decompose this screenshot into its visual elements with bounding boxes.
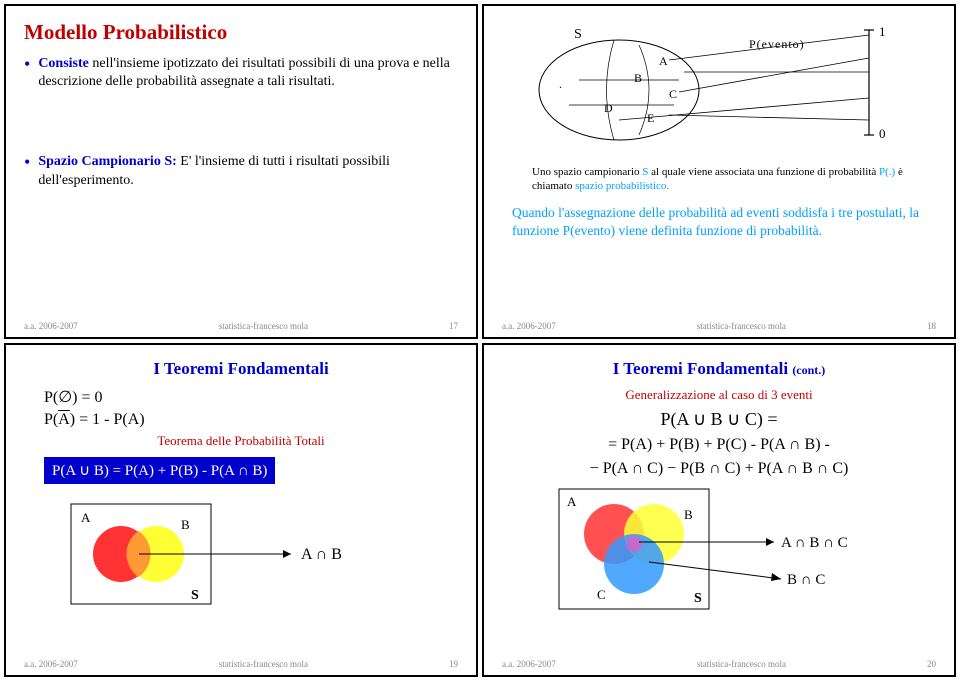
footer-year: a.a. 2006-2007 [24, 659, 78, 669]
bullet-2: • Spazio Campionario S: E' l'insieme di … [24, 153, 458, 189]
venn-diagram-2: A B S A ∩ B [24, 494, 458, 614]
label-S: S [191, 588, 199, 603]
slide-title: I Teoremi Fondamentali [24, 359, 458, 379]
label-B: B [684, 507, 693, 522]
venn-diagram-3: A B C S A ∩ B ∩ C B ∩ C [502, 484, 936, 614]
probability-definition: Quando l'assegnazione delle probabilità … [502, 204, 936, 240]
footer-author: statistica-francesco mola [219, 659, 308, 669]
bullet-dot: • [24, 153, 30, 189]
bullet-dot: • [24, 55, 30, 91]
formula-line3: − P(A ∩ C) − P(B ∩ C) + P(A ∩ B ∩ C) [502, 460, 936, 478]
label-B: B [634, 71, 642, 85]
generalization-subtitle: Generalizzazione al caso di 3 eventi [502, 387, 936, 403]
label-E: E [647, 111, 654, 125]
label-D: D [604, 101, 613, 115]
slide-title: Modello Probabilistico [24, 20, 458, 45]
slide-footer: a.a. 2006-2007 statistica-francesco mola… [24, 321, 458, 331]
footer-year: a.a. 2006-2007 [24, 321, 78, 331]
label-B: B [181, 517, 190, 532]
footer-author: statistica-francesco mola [219, 321, 308, 331]
slide-20: I Teoremi Fondamentali (cont.) Generaliz… [482, 343, 956, 678]
label-zero: 0 [879, 126, 886, 141]
total-probability-subtitle: Teorema delle Probabilità Totali [24, 433, 458, 449]
union-formula-box: P(A ∪ B) = P(A) + P(B) - P(A ∩ B) [44, 457, 275, 484]
slide-footer: a.a. 2006-2007 statistica-francesco mola… [502, 321, 936, 331]
footer-year: a.a. 2006-2007 [502, 321, 556, 331]
slide-18: S A B C D E . 1 0 P(evento) Uno spazio c… [482, 4, 956, 339]
bullet-1: • Consiste nell'insieme ipotizzato dei r… [24, 55, 458, 91]
label-C: C [669, 87, 677, 101]
label-C: C [597, 587, 606, 602]
label-AB: A ∩ B [301, 546, 342, 563]
label-S: S [694, 591, 702, 606]
label-S: S [574, 27, 582, 42]
label-A: A [81, 510, 91, 525]
slide-title: I Teoremi Fondamentali (cont.) [502, 359, 936, 379]
footer-author: statistica-francesco mola [697, 321, 786, 331]
label-BC: B ∩ C [787, 572, 825, 588]
probability-space-diagram: S A B C D E . 1 0 P(evento) [502, 20, 936, 160]
formula-line2: = P(A) + P(B) + P(C) - P(A ∩ B) - [502, 436, 936, 454]
formula-line1: P(A ∪ B ∪ C) = [502, 409, 936, 430]
bullet-text: Spazio Campionario S: E' l'insieme di tu… [38, 153, 458, 189]
slide-footer: a.a. 2006-2007 statistica-francesco mola… [24, 659, 458, 669]
formula-empty-set: P(∅) = 0 [44, 387, 458, 407]
label-P: P(evento) [749, 37, 805, 51]
slide-17: Modello Probabilistico • Consiste nell'i… [4, 4, 478, 339]
label-one: 1 [879, 24, 886, 39]
label-ABC: A ∩ B ∩ C [781, 535, 848, 551]
footer-page: 20 [927, 659, 936, 669]
footer-page: 19 [449, 659, 458, 669]
label-A: A [567, 494, 577, 509]
bullet-text: Consiste nell'insieme ipotizzato dei ris… [38, 55, 458, 91]
formula-complement: P(A) = 1 - P(A) [44, 411, 458, 429]
diagram-caption: Uno spazio campionario S al quale viene … [502, 166, 936, 194]
footer-author: statistica-francesco mola [697, 659, 786, 669]
slide-footer: a.a. 2006-2007 statistica-francesco mola… [502, 659, 936, 669]
footer-year: a.a. 2006-2007 [502, 659, 556, 669]
footer-page: 17 [449, 321, 458, 331]
slide-19: I Teoremi Fondamentali P(∅) = 0 P(A) = 1… [4, 343, 478, 678]
label-dot: . [559, 77, 562, 91]
footer-page: 18 [927, 321, 936, 331]
label-A: A [659, 54, 668, 68]
